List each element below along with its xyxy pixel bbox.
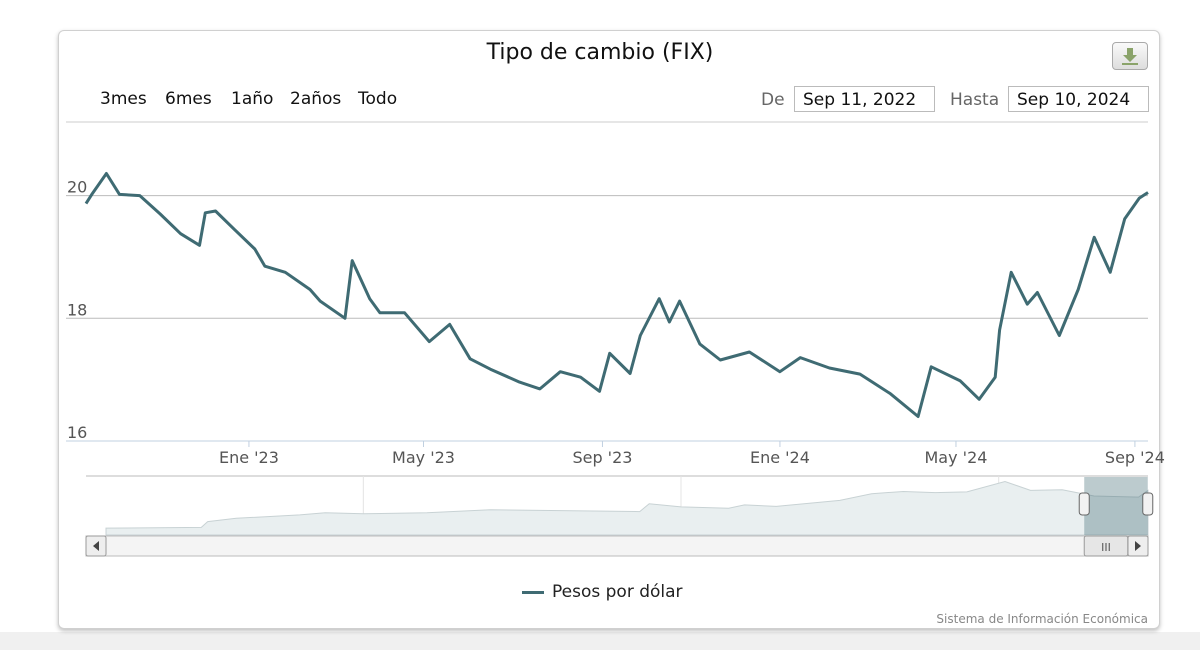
from-date-input[interactable]: Sep 11, 2022 — [794, 86, 935, 112]
export-button[interactable] — [1112, 42, 1148, 70]
range-todo-button[interactable]: Todo — [358, 89, 398, 109]
y-tick-label: 18 — [67, 300, 87, 319]
to-label: Hasta — [950, 90, 1000, 110]
range-6mes-button[interactable]: 6mes — [165, 89, 212, 109]
chart-title: Tipo de cambio (FIX) — [486, 40, 714, 65]
x-tick-label: Sep '23 — [572, 448, 632, 467]
navigator-series — [105, 480, 1149, 536]
legend-item[interactable]: Pesos por dólar — [522, 582, 683, 602]
grip-icon: III — [1101, 541, 1111, 554]
to-date-input[interactable]: Sep 10, 2024 — [1008, 86, 1149, 112]
series-line — [84, 172, 1149, 418]
credit-text: Sistema de Información Económica — [936, 612, 1148, 626]
y-tick-label: 16 — [67, 423, 87, 442]
range-3mes-button[interactable]: 3mes — [100, 89, 147, 109]
from-label: De — [761, 90, 785, 110]
x-tick-label: Ene '24 — [750, 448, 810, 467]
y-tick-label: 20 — [67, 178, 87, 197]
download-icon — [1122, 48, 1138, 65]
x-tick-label: May '23 — [392, 448, 455, 467]
arrow-left-icon — [93, 541, 99, 551]
navigator-handle[interactable] — [1078, 492, 1090, 516]
arrow-right-icon — [1135, 541, 1141, 551]
range-1ano-button[interactable]: 1año — [231, 89, 274, 109]
scrollbar-track[interactable] — [85, 535, 1149, 557]
navigator-handle[interactable] — [1142, 492, 1154, 516]
x-tick-label: Ene '23 — [219, 448, 279, 467]
page-bottom-bar — [0, 632, 1200, 650]
legend-label: Pesos por dólar — [552, 582, 683, 602]
x-tick-label: May '24 — [925, 448, 988, 467]
range-2anos-button[interactable]: 2años — [290, 89, 342, 109]
x-tick-label: Sep '24 — [1105, 448, 1165, 467]
legend-swatch — [522, 590, 544, 594]
navigator-selection — [1084, 477, 1148, 535]
